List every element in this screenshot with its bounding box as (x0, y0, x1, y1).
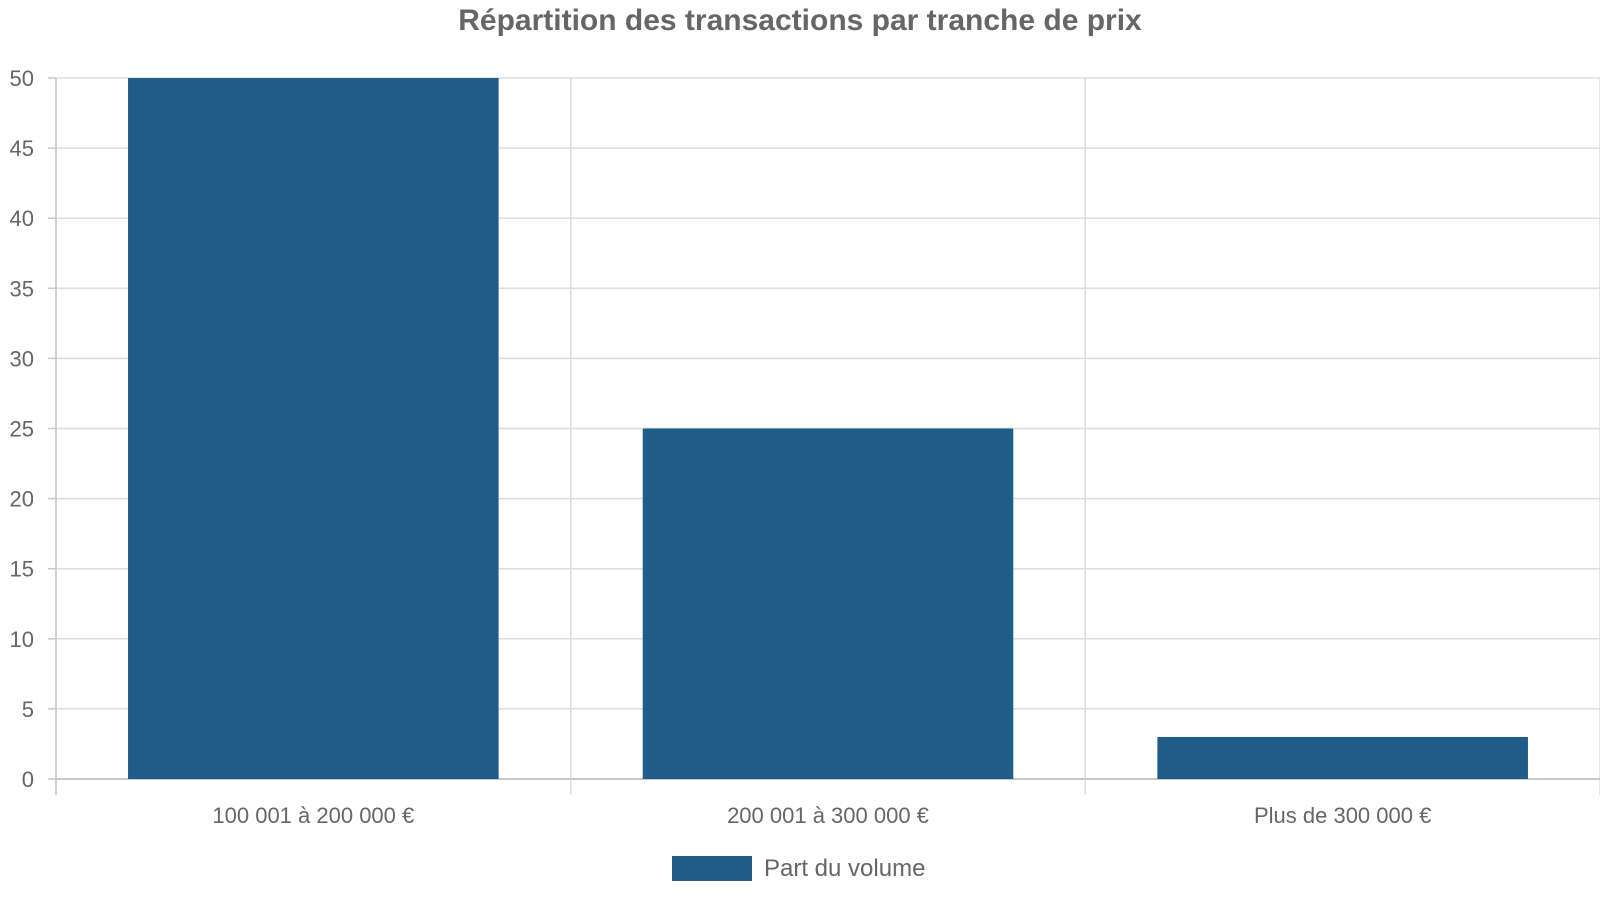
bars (128, 78, 1528, 779)
bar (128, 78, 499, 779)
y-tick-label: 10 (10, 627, 34, 652)
y-tick-label: 45 (10, 136, 34, 161)
legend-label: Part du volume (764, 855, 925, 882)
x-tick-label: 100 001 à 200 000 € (212, 803, 414, 828)
x-tick-label: Plus de 300 000 € (1254, 803, 1431, 828)
y-tick-label: 40 (10, 206, 34, 231)
x-tick-labels: 100 001 à 200 000 € 200 001 à 300 000 € Pl… (212, 803, 1431, 828)
bar (1157, 736, 1528, 779)
chart-title: Répartition des transactions par tranche… (458, 4, 1142, 37)
y-tick-labels: 0 5 10 15 20 25 30 35 40 45 50 (10, 66, 34, 792)
y-tick-label: 25 (10, 417, 34, 442)
y-tick-label: 20 (10, 487, 34, 512)
y-tick-label: 5 (22, 697, 34, 722)
legend: Part du volume (672, 855, 925, 882)
x-tick-label: 200 001 à 300 000 € (727, 803, 929, 828)
y-tick-label: 30 (10, 346, 34, 371)
legend-swatch (672, 856, 752, 881)
y-tick-label: 35 (10, 276, 34, 301)
y-tick-label: 0 (22, 767, 34, 792)
y-tick-label: 50 (10, 66, 34, 91)
y-tick-label: 15 (10, 557, 34, 582)
bar (642, 428, 1014, 779)
